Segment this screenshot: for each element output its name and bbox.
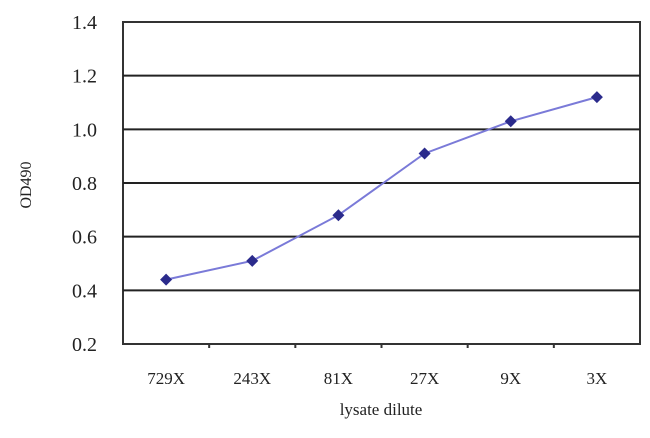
x-tick-label: 243X (233, 369, 271, 388)
x-tick-label: 3X (587, 369, 608, 388)
x-axis-label: lysate dilute (340, 400, 423, 419)
y-tick-label: 1.4 (72, 12, 97, 34)
y-tick-label: 1.0 (72, 119, 97, 141)
data-point-27X (418, 147, 431, 160)
y-tick-label: 0.4 (72, 280, 97, 302)
y-tick-label: 0.2 (72, 334, 97, 356)
data-point-243X (246, 254, 259, 267)
y-tick-label: 0.8 (72, 173, 97, 195)
x-tick-label: 81X (324, 369, 353, 388)
data-point-3X (590, 91, 603, 104)
data-point-9X (504, 115, 517, 128)
x-tick-label: 27X (410, 369, 439, 388)
x-tick-label: 9X (500, 369, 521, 388)
y-tick-label: 0.6 (72, 227, 97, 249)
series-line (165, 96, 598, 281)
y-tick-label: 1.2 (72, 66, 97, 88)
y-axis-label: OD490 (18, 161, 35, 208)
x-tick-label: 729X (147, 369, 185, 388)
data-point-81X (332, 209, 345, 222)
data-point-729X (160, 273, 173, 286)
